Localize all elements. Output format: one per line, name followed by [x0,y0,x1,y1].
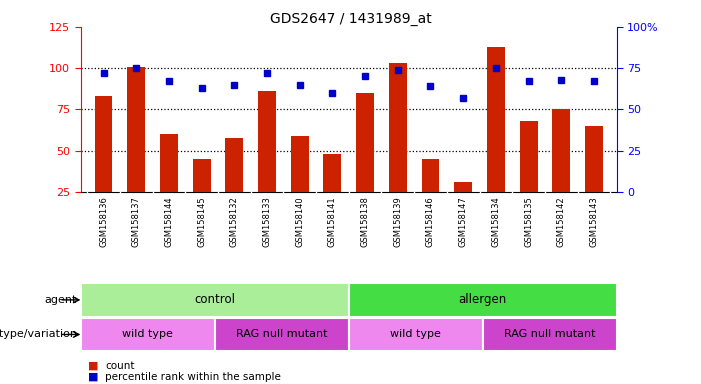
Text: agent: agent [45,295,77,305]
Text: GSM158145: GSM158145 [197,197,206,247]
Text: wild type: wild type [122,329,173,339]
Text: GSM158140: GSM158140 [295,197,304,247]
Text: GSM158146: GSM158146 [426,197,435,247]
Text: wild type: wild type [390,329,441,339]
Text: GSM158137: GSM158137 [132,197,141,247]
Bar [356,93,374,192]
Bar [225,137,243,192]
Bar [483,318,617,351]
Text: control: control [194,293,235,306]
Bar [81,283,349,317]
Text: GSM158144: GSM158144 [165,197,173,247]
Text: RAG null mutant: RAG null mutant [504,329,596,339]
Bar [291,136,308,192]
Bar [349,283,617,317]
Text: GSM158135: GSM158135 [524,197,533,247]
Bar [127,66,145,192]
Text: GDS2647 / 1431989_at: GDS2647 / 1431989_at [270,12,431,25]
Bar [258,91,276,192]
Bar [160,134,178,192]
Bar [95,96,112,192]
Text: percentile rank within the sample: percentile rank within the sample [105,372,281,382]
Bar [323,154,341,192]
Bar [389,63,407,192]
Bar [215,318,349,351]
Bar [487,47,505,192]
Text: ■: ■ [88,361,98,371]
Bar [552,109,571,192]
Text: GSM158138: GSM158138 [360,197,369,247]
Text: GSM158139: GSM158139 [393,197,402,247]
Text: GSM158147: GSM158147 [458,197,468,247]
Bar [81,318,215,351]
Text: allergen: allergen [458,293,507,306]
Text: GSM158134: GSM158134 [491,197,501,247]
Bar [454,182,472,192]
Text: GSM158133: GSM158133 [262,197,271,247]
Text: count: count [105,361,135,371]
Text: ■: ■ [88,372,98,382]
Text: GSM158141: GSM158141 [328,197,337,247]
Bar [349,318,483,351]
Text: RAG null mutant: RAG null mutant [236,329,327,339]
Bar [193,159,210,192]
Bar [585,126,603,192]
Text: GSM158136: GSM158136 [99,197,108,247]
Bar [421,159,440,192]
Text: GSM158132: GSM158132 [230,197,239,247]
Text: GSM158142: GSM158142 [557,197,566,247]
Text: GSM158143: GSM158143 [590,197,599,247]
Bar [519,121,538,192]
Text: genotype/variation: genotype/variation [0,329,77,339]
